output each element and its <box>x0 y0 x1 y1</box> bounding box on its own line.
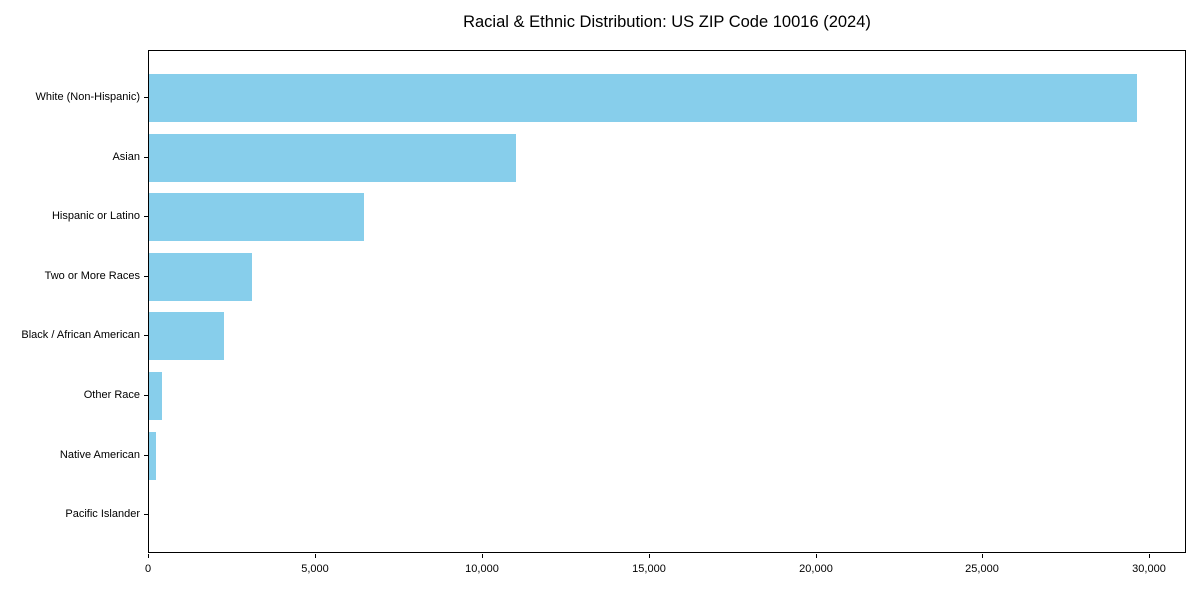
bar-asian <box>149 133 516 182</box>
plot-area <box>148 50 1186 553</box>
bar-two-or-more-races <box>149 252 252 301</box>
x-tick-label: 25,000 <box>965 563 999 575</box>
y-tick-mark <box>144 157 148 158</box>
x-tick-label: 20,000 <box>799 563 833 575</box>
y-tick-mark <box>144 276 148 277</box>
x-tick-label: 15,000 <box>632 563 666 575</box>
chart-title: Racial & Ethnic Distribution: US ZIP Cod… <box>463 13 871 31</box>
y-tick-label: Pacific Islander <box>65 508 140 520</box>
x-tick-label: 30,000 <box>1132 563 1166 575</box>
x-tick-mark <box>982 554 983 558</box>
x-tick-label: 0 <box>144 563 152 575</box>
y-tick-label: Black / African American <box>21 329 140 341</box>
y-tick-mark <box>144 514 148 515</box>
bar-hispanic-or-latino <box>149 193 364 242</box>
y-tick-label: White (Non-Hispanic) <box>35 91 140 103</box>
x-tick-label: 5,000 <box>301 563 329 575</box>
y-tick-mark <box>144 395 148 396</box>
y-tick-mark <box>144 455 148 456</box>
y-tick-mark <box>144 97 148 98</box>
x-tick-mark <box>816 554 817 558</box>
bar-white-non-hispanic <box>149 74 1137 122</box>
x-tick-mark <box>1149 554 1150 558</box>
bar-other-race <box>149 372 162 420</box>
y-tick-label: Hispanic or Latino <box>51 210 140 222</box>
y-tick-label: Other Race <box>83 389 140 401</box>
bar-native-american <box>149 431 156 480</box>
x-tick-mark <box>649 554 650 558</box>
y-tick-label: Asian <box>112 151 140 163</box>
x-tick-mark <box>482 554 483 558</box>
y-tick-mark <box>144 335 148 336</box>
y-tick-mark <box>144 216 148 217</box>
bar-black-african-american <box>149 312 224 361</box>
x-tick-mark <box>148 554 149 558</box>
x-tick-label: 10,000 <box>465 563 499 575</box>
y-tick-label: Two or More Races <box>44 270 140 282</box>
x-tick-mark <box>315 554 316 558</box>
y-tick-label: Native American <box>59 449 140 461</box>
